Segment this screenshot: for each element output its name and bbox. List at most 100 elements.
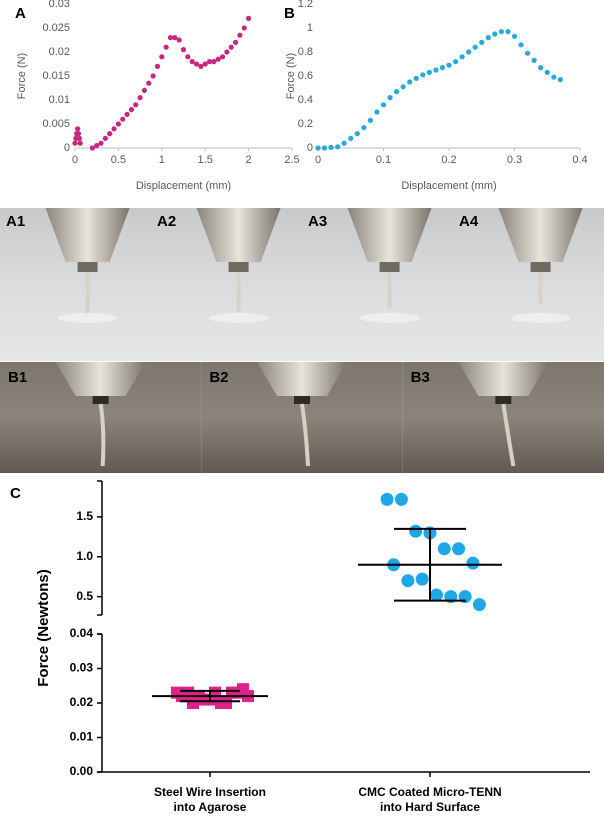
data-point bbox=[241, 25, 247, 31]
y-tick-label: 0 bbox=[64, 142, 70, 154]
x-tick-label: CMC Coated Micro-TENN bbox=[358, 785, 501, 799]
data-point bbox=[72, 140, 78, 146]
data-point bbox=[154, 63, 161, 69]
data-point bbox=[198, 63, 204, 69]
y-tick-label: 0.5 bbox=[76, 589, 93, 603]
needle-tip bbox=[92, 396, 109, 404]
data-point bbox=[479, 39, 485, 46]
data-point bbox=[505, 29, 511, 35]
data-point bbox=[348, 135, 354, 141]
photo-label: B2 bbox=[209, 369, 228, 386]
x-tick-label: 0.4 bbox=[572, 154, 587, 166]
needle-tip bbox=[379, 262, 400, 272]
data-point bbox=[466, 556, 480, 570]
panel-label: A bbox=[15, 5, 26, 22]
data-point bbox=[426, 69, 432, 75]
data-point bbox=[137, 95, 143, 101]
data-point bbox=[102, 135, 108, 141]
wire bbox=[538, 272, 543, 304]
y-axis-label: Force (N) bbox=[16, 53, 28, 99]
panel-label: B bbox=[284, 5, 295, 22]
data-point bbox=[367, 117, 373, 123]
data-point bbox=[400, 84, 406, 90]
y-tick-label: 0.005 bbox=[42, 118, 70, 130]
data-point bbox=[185, 54, 191, 60]
data-point bbox=[538, 65, 544, 71]
data-point bbox=[76, 135, 82, 141]
needle-holder bbox=[45, 208, 130, 262]
wire bbox=[501, 403, 516, 467]
data-point bbox=[551, 74, 557, 80]
needle-holder bbox=[257, 362, 347, 396]
data-point bbox=[433, 67, 439, 73]
data-point bbox=[415, 572, 429, 586]
needle-holder bbox=[196, 208, 281, 262]
x-tick-label: 2 bbox=[246, 154, 252, 166]
data-point bbox=[159, 54, 165, 60]
needle-holder bbox=[347, 208, 432, 262]
dent bbox=[57, 313, 118, 323]
data-point bbox=[452, 542, 466, 556]
needle-tip bbox=[77, 262, 98, 272]
y-tick-label: 0.025 bbox=[42, 22, 70, 34]
data-point bbox=[492, 31, 498, 37]
needle-holder bbox=[498, 208, 583, 262]
x-axis-label: Displacement (mm) bbox=[401, 180, 496, 192]
data-point bbox=[401, 574, 415, 588]
needle-holder bbox=[55, 362, 146, 396]
x-tick-label: 0 bbox=[315, 154, 321, 166]
data-point bbox=[374, 109, 380, 115]
y-axis-label: Force (Newtons) bbox=[35, 569, 52, 687]
data-point bbox=[409, 524, 423, 538]
y-tick-label: 0.03 bbox=[70, 661, 94, 675]
x-tick-label: into Agarose bbox=[174, 800, 247, 814]
data-point bbox=[544, 69, 550, 75]
dent bbox=[359, 313, 420, 323]
needle-holder bbox=[458, 362, 549, 396]
data-point bbox=[394, 89, 400, 95]
data-point bbox=[439, 65, 446, 71]
data-point bbox=[459, 54, 465, 60]
y-axis-label: Force (N) bbox=[285, 53, 297, 99]
y-tick-label: 0.2 bbox=[298, 118, 313, 130]
y-tick-label: 0.4 bbox=[298, 94, 313, 106]
needle-tip bbox=[495, 396, 512, 404]
data-point bbox=[150, 73, 156, 79]
data-point bbox=[111, 126, 117, 132]
y-tick-label: 0.8 bbox=[298, 46, 313, 58]
data-point bbox=[107, 131, 113, 137]
data-point bbox=[163, 44, 169, 50]
panel-label: C bbox=[10, 485, 21, 502]
data-point bbox=[228, 44, 234, 50]
data-point bbox=[75, 126, 81, 132]
data-point bbox=[557, 77, 563, 83]
x-tick-label: 0.3 bbox=[507, 154, 522, 166]
x-tick-label: 1.5 bbox=[198, 154, 213, 166]
data-point bbox=[498, 29, 504, 35]
photo-label: A3 bbox=[308, 213, 327, 230]
data-point bbox=[224, 49, 230, 55]
y-tick-label: 1.0 bbox=[76, 549, 93, 563]
data-point bbox=[407, 79, 413, 85]
data-point bbox=[220, 697, 232, 709]
photo-label: A4 bbox=[459, 213, 479, 230]
y-tick-label: 0.03 bbox=[49, 0, 70, 10]
dent bbox=[510, 313, 571, 323]
data-point bbox=[335, 144, 341, 150]
photo-label: B1 bbox=[8, 369, 27, 386]
y-tick-label: 1.2 bbox=[298, 0, 313, 10]
data-point bbox=[115, 121, 121, 127]
y-tick-label: 0.01 bbox=[70, 730, 94, 744]
data-point bbox=[219, 54, 226, 60]
data-point bbox=[328, 144, 334, 150]
needle-tip bbox=[530, 262, 551, 272]
photo-label: A1 bbox=[6, 213, 25, 230]
y-tick-label: 0.015 bbox=[42, 70, 70, 82]
y-tick-label: 1 bbox=[307, 22, 313, 34]
wire bbox=[236, 272, 241, 312]
data-point bbox=[246, 15, 252, 21]
data-point bbox=[394, 492, 408, 506]
data-point bbox=[215, 56, 221, 62]
data-point bbox=[124, 111, 130, 117]
